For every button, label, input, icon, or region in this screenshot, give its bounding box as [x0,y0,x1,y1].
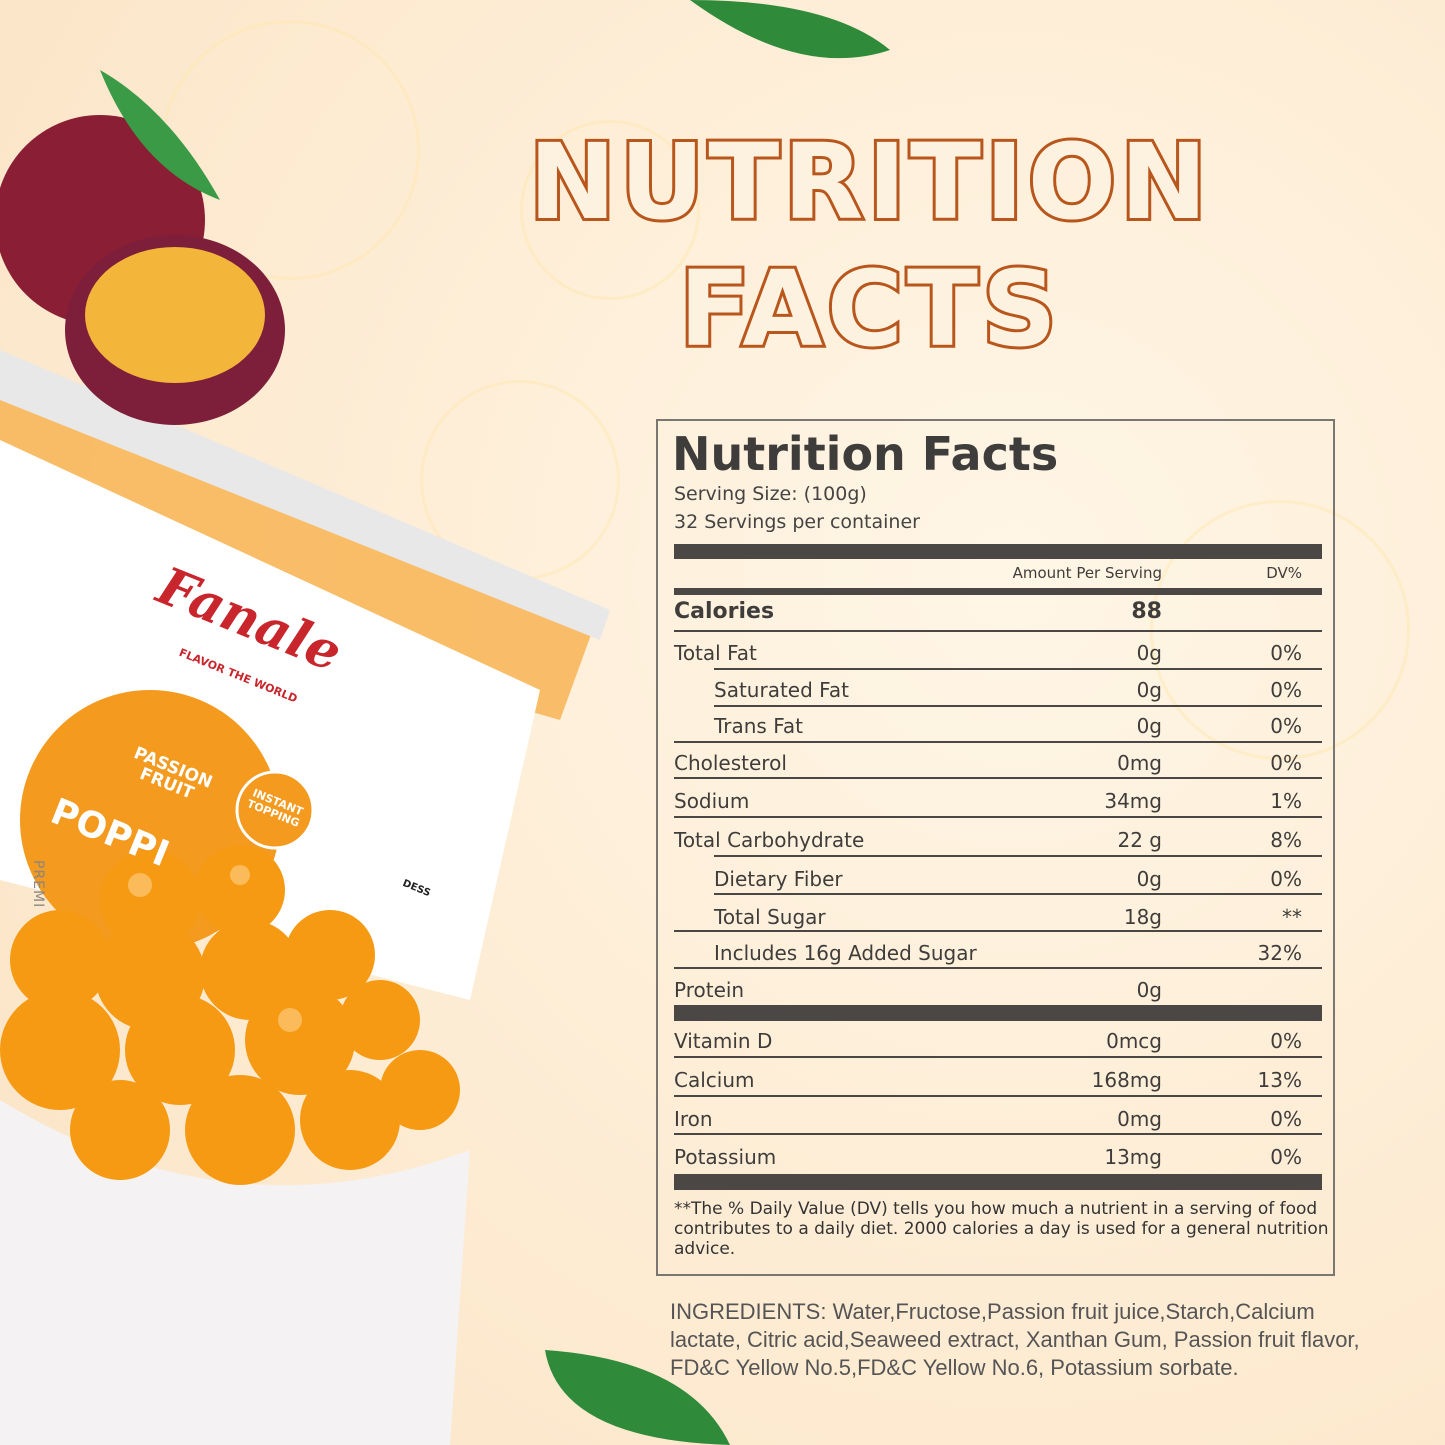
nutrient-row: Saturated Fat 0g 0% [674,678,1322,708]
divider-line [714,893,1322,895]
nutrient-amount: 0mg [1117,751,1162,775]
nutrient-dv: 0% [1270,867,1302,891]
nutrient-dv: 0% [1270,1029,1302,1053]
nutrient-row: Calcium 168mg 13% [674,1068,1322,1098]
divider-line [674,930,1322,932]
nutrient-amount: 0mcg [1106,1029,1162,1053]
nutrient-dv: 0% [1270,751,1302,775]
nutrient-dv: 32% [1257,941,1302,965]
nutrient-amount: 0g [1136,978,1162,1002]
label-title: Nutrition Facts [672,427,1059,481]
divider-line [674,967,1322,969]
nutrient-amount: 88 [1131,599,1162,624]
column-header: Amount Per Serving DV% [674,564,1322,594]
nutrient-row: Iron 0mg 0% [674,1107,1322,1137]
nutrient-name: Total Fat [674,641,757,665]
nutrient-name: Calcium [674,1068,755,1092]
nutrient-dv: 0% [1270,678,1302,702]
divider-line [674,1056,1322,1058]
nutrient-name: Total Sugar [714,905,826,929]
footnote: **The % Daily Value (DV) tells you how m… [674,1199,1329,1259]
col-dv: DV% [1266,564,1302,582]
nutrient-row: Trans Fat 0g 0% [674,714,1322,744]
divider-thick [674,588,1322,595]
nutrient-amount: 34mg [1104,789,1162,813]
nutrient-amount: 0mg [1117,1107,1162,1131]
nutrient-name: Sodium [674,789,750,813]
divider-thick [674,1005,1322,1021]
nutrient-dv: 0% [1270,1107,1302,1131]
nutrient-row: Sodium 34mg 1% [674,789,1322,819]
divider-line [714,705,1322,707]
nutrient-row: Dietary Fiber 0g 0% [674,867,1322,897]
nutrient-name: Calories [674,599,775,624]
nutrient-dv: 0% [1270,641,1302,665]
nutrient-name: Saturated Fat [714,678,849,702]
nutrient-amount: 18g [1123,905,1162,929]
nutrient-row: Total Carbohydrate 22 g 8% [674,828,1322,858]
premium-side-text: PREMI [30,860,46,909]
divider-line [674,1095,1322,1097]
bubble-decoration [520,120,700,300]
nutrient-name: Cholesterol [674,751,787,775]
divider-line [674,816,1322,818]
nutrient-name: Dietary Fiber [714,867,843,891]
nutrient-name: Includes 16g Added Sugar [714,941,977,965]
nutrient-row: Total Fat 0g 0% [674,641,1322,671]
servings-per-container: 32 Servings per container [674,511,920,533]
calories-row: Calories 88 [674,599,1322,629]
nutrient-row: Total Sugar 18g ** [674,905,1322,935]
nutrient-row: Cholesterol 0mg 0% [674,751,1322,781]
nutrient-amount: 0g [1136,678,1162,702]
nutrient-dv: 0% [1270,714,1302,738]
nutrient-amount: 168mg [1091,1068,1162,1092]
nutrient-name: Vitamin D [674,1029,773,1053]
nutrient-amount: 0g [1136,641,1162,665]
col-amount: Amount Per Serving [1012,564,1162,582]
divider-thick [674,544,1322,559]
divider-thick [674,1174,1322,1190]
leaf-icon [545,1350,730,1445]
nutrient-dv: 8% [1270,828,1302,852]
nutrition-facts-label: Nutrition Facts Serving Size: (100g) 32 … [656,419,1335,1276]
nutrient-dv: 13% [1257,1068,1302,1092]
nutrient-amount: 0g [1136,867,1162,891]
leaf-icon [690,0,890,59]
nutrient-name: Potassium [674,1145,777,1169]
nutrient-name: Trans Fat [714,714,803,738]
nutrient-dv: 1% [1270,789,1302,813]
nutrient-dv: ** [1282,905,1302,929]
divider-line [674,1133,1322,1135]
headline-line1: NUTRITION [526,121,1212,243]
divider-line [714,855,1322,857]
serving-size: Serving Size: (100g) [674,483,867,505]
ingredients: INGREDIENTS: Water,Fructose,Passion frui… [670,1299,1360,1380]
divider-line [714,668,1322,670]
nutrient-amount: 0g [1136,714,1162,738]
nutrient-amount: 13mg [1104,1145,1162,1169]
headline-line2: FACTS [676,248,1061,370]
nutrient-row: Vitamin D 0mcg 0% [674,1029,1322,1059]
nutrient-name: Protein [674,978,745,1002]
divider-line [674,777,1322,779]
divider-line [674,630,1322,632]
nutrient-dv: 0% [1270,1145,1302,1169]
divider-line [674,741,1322,743]
product-image [0,70,610,1445]
nutrient-row: Protein 0g [674,978,1322,1008]
nutrient-name: Total Carbohydrate [674,828,865,852]
nutrient-amount: 22 g [1117,828,1162,852]
nutrient-name: Iron [674,1107,713,1131]
nutrient-row: Includes 16g Added Sugar 32% [674,941,1322,971]
nutrient-row: Potassium 13mg 0% [674,1145,1322,1175]
